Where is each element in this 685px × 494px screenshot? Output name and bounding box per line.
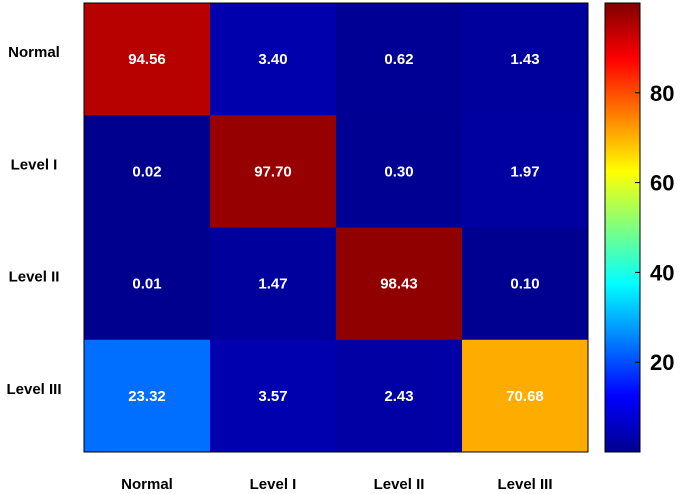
x-tick-label-3: Level III [497,476,552,493]
y-tick-label-3: Level III [6,381,61,398]
cell-value-label-r0-c3: 1.43 [510,51,539,68]
heatmap-cell-r2-c1 [210,227,337,341]
cell-value-label-r1-c2: 0.30 [384,163,413,180]
heatmap-cell-r2-c0 [84,227,211,341]
cell-value-label-r2-c2: 98.43 [380,276,418,293]
heatmap-cell-r3-c0 [84,339,211,453]
heatmap-cell-r2-c2 [336,227,463,341]
colorbar: 20 40 60 80 [604,2,674,453]
colorbar-tick-label-0: 20 [650,350,674,375]
cell-value-label-r2-c3: 0.10 [510,276,539,293]
heatmap-cell-r0-c1 [210,3,337,116]
cell-value-label-r0-c1: 3.40 [258,51,287,68]
cell-value-label-r2-c0: 0.01 [132,276,161,293]
colorbar-ticks: 20 40 60 80 [635,81,674,375]
plot-frame [83,2,589,453]
cell-value-label-r0-c2: 0.62 [384,51,413,68]
y-tick-label-1: Level I [11,156,58,173]
x-tick-label-2: Level II [374,476,425,493]
heatmap-cell-r0-c0 [84,3,211,116]
cell-value-label-r3-c2: 2.43 [384,388,413,405]
cell-value-label-r1-c0: 0.02 [132,163,161,180]
cell-value-label-r1-c1: 97.70 [254,163,292,180]
heatmap-cell-r3-c2 [336,339,463,453]
heatmap-cell-r0-c2 [336,3,463,116]
heatmap-cells [84,3,589,453]
cell-value-label-r0-c0: 94.56 [128,51,166,68]
cell-value-label-r1-c3: 1.97 [510,163,539,180]
y-axis-labels: Normal Level I Level II Level III [6,44,61,398]
heatmap-value-labels: 94.56 3.40 0.62 1.43 0.02 97.70 0.30 1.97 0.01 1.… [128,51,544,405]
cell-value-label-r3-c3: 70.68 [506,388,544,405]
heatmap-cell-r2-c3 [462,227,589,341]
y-tick-label-2: Level II [9,269,60,286]
colorbar-tick-label-3: 80 [650,81,674,106]
x-axis-labels: Normal Level I Level II Level III [121,476,552,493]
colorbar-tick-label-1: 40 [650,260,674,285]
heatmap-cell-r3-c1 [210,339,337,453]
heatmap-cell-r3-c3 [462,339,589,453]
x-tick-label-1: Level I [250,476,297,493]
heatmap-cell-r1-c0 [84,115,211,228]
heatmap-cell-r0-c3 [462,3,589,116]
y-tick-label-0: Normal [8,44,60,61]
x-tick-label-0: Normal [121,476,173,493]
heatmap-cell-r1-c2 [336,115,463,228]
heatmap-cell-r1-c3 [462,115,589,228]
cell-value-label-r3-c1: 3.57 [258,388,287,405]
cell-value-label-r3-c0: 23.32 [128,388,166,405]
colorbar-gradient [604,2,641,453]
colorbar-tick-label-2: 60 [650,171,674,196]
cell-value-label-r2-c1: 1.47 [258,276,287,293]
heatmap-cell-r1-c1 [210,115,337,228]
